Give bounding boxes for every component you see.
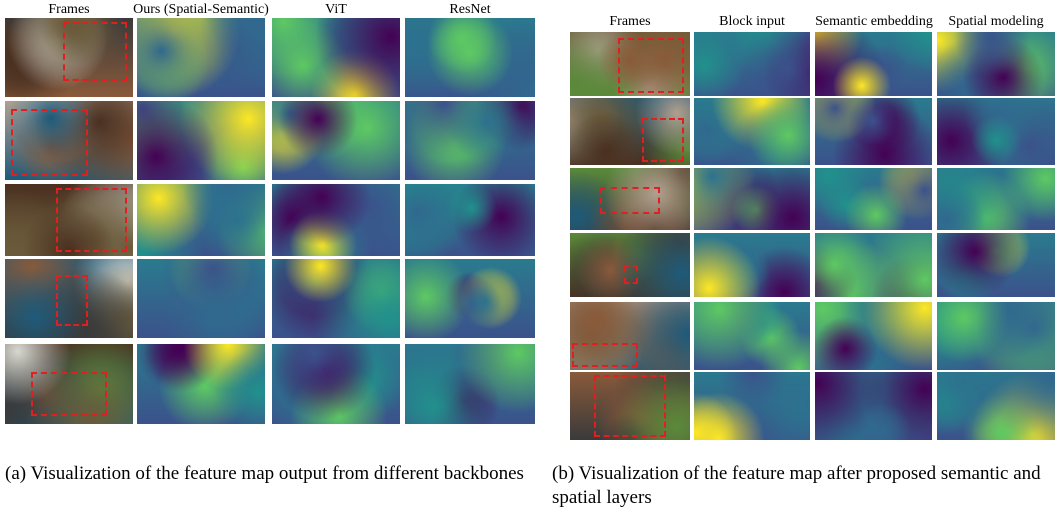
bounding-box [31,372,108,416]
feature-map [694,32,810,96]
frame-image [570,168,690,230]
bounding-box [618,38,684,92]
feature-map [694,233,810,297]
feature-map [815,233,932,297]
feature-map [937,168,1055,230]
bounding-box [600,187,660,215]
feature-map [937,302,1055,370]
column-header: Ours (Spatial-Semantic) [120,2,282,18]
feature-map [405,18,535,97]
feature-map [137,184,265,256]
feature-map [815,32,932,96]
column-header: Block input [694,14,810,30]
bounding-box [56,275,88,326]
feature-map [694,98,810,165]
frame-image [5,18,133,97]
frame-image [570,98,690,165]
feature-map [937,372,1055,440]
bounding-box [11,109,88,176]
frame-image [5,101,133,180]
column-header: Frames [570,14,690,30]
bounding-box [624,265,638,284]
frame-image [5,259,133,338]
feature-map [272,101,400,180]
column-header: ViT [272,2,400,18]
frame-image [570,302,690,370]
feature-map [937,233,1055,297]
column-header: Frames [5,2,133,18]
page: Frames Ours (Spatial-Semantic) ViT ResNe… [0,0,1057,512]
feature-map [815,372,932,440]
frame-image [5,344,133,424]
column-header: ResNet [405,2,535,18]
feature-map [815,168,932,230]
feature-map [937,32,1055,96]
feature-map [137,101,265,180]
frame-image [570,32,690,96]
frame-image [570,233,690,297]
feature-map [937,98,1055,165]
feature-map [137,344,265,424]
column-header: Semantic embedding [810,14,938,30]
caption: (a) Visualization of the feature map out… [5,462,535,486]
feature-map [815,98,932,165]
feature-map [137,259,265,338]
column-header: Spatial modeling [937,14,1055,30]
frame-image [5,184,133,256]
feature-map [815,302,932,370]
feature-map [405,259,535,338]
feature-map [405,344,535,424]
feature-map [272,344,400,424]
bounding-box [594,375,666,436]
feature-map [272,259,400,338]
feature-map [405,184,535,256]
bounding-box [642,118,684,162]
bounding-box [572,343,638,367]
feature-map [137,18,265,97]
feature-map [272,184,400,256]
feature-map [694,302,810,370]
bounding-box [56,188,126,253]
feature-map [694,168,810,230]
feature-map [405,101,535,180]
bounding-box [63,22,127,81]
feature-map [272,18,400,97]
feature-map [694,372,810,440]
caption: (b) Visualization of the feature map aft… [552,462,1057,510]
frame-image [570,372,690,440]
